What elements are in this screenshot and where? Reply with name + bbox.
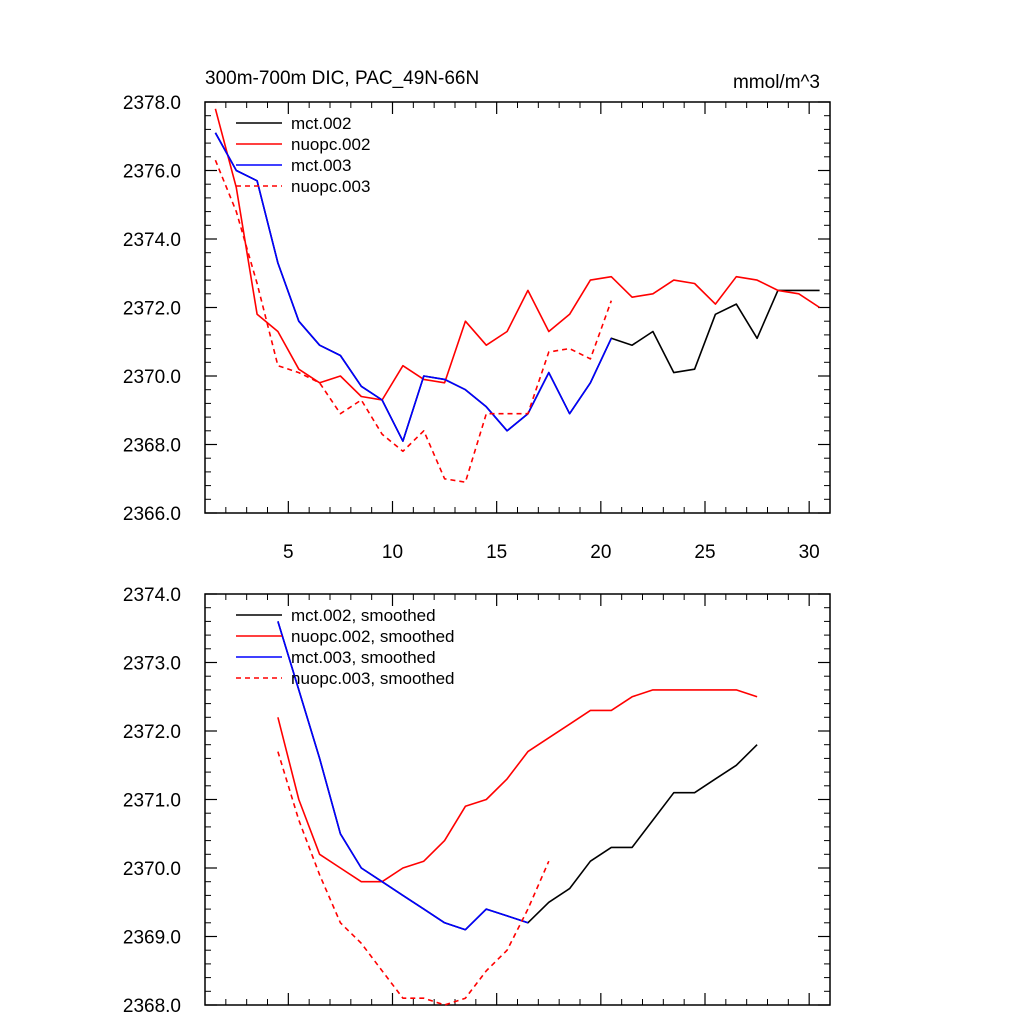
bottom-panel: 2368.0 2369.0 2370.0 2371.0 2372.0 2373.0 2374…	[123, 585, 831, 1017]
bottom-series-line	[277, 751, 550, 1006]
top-legend: mct.002 nuopc.002 mct.003 nuopc.003	[236, 114, 370, 196]
bottom-series-line	[277, 621, 529, 931]
bottom-legend-label: nuopc.002, smoothed	[291, 627, 455, 646]
top-y-tick-label: 2374.0	[123, 230, 181, 251]
bottom-y-tick-label: 2373.0	[123, 654, 181, 675]
bottom-series-line	[277, 621, 758, 931]
bottom-y-tick-label: 2372.0	[123, 722, 181, 743]
bottom-y-tick-label: 2369.0	[123, 928, 181, 949]
top-chart-title: 300m-700m DIC, PAC_49N-66N	[205, 68, 479, 89]
top-legend-label: mct.002	[291, 114, 351, 133]
top-ticks	[204, 101, 831, 514]
bottom-y-tick-label: 2371.0	[123, 791, 181, 812]
top-y-tick-label: 2372.0	[123, 299, 181, 320]
top-chart-units: mmol/m^3	[733, 72, 820, 93]
top-y-tick-label: 2370.0	[123, 367, 181, 388]
top-series-lines	[214, 108, 821, 484]
top-y-tick-label: 2376.0	[123, 162, 181, 183]
top-legend-label: mct.003	[291, 156, 351, 175]
bottom-y-tick-label: 2370.0	[123, 859, 181, 880]
top-y-tick-label: 2366.0	[123, 504, 181, 525]
bottom-legend: mct.002, smoothed nuopc.002, smoothed mct.…	[236, 606, 455, 688]
top-legend-label: nuopc.003	[291, 177, 370, 196]
top-legend-label: nuopc.002	[291, 135, 370, 154]
top-x-tick-label: 10	[382, 542, 403, 563]
bottom-y-tick-labels: 2368.0 2369.0 2370.0 2371.0 2372.0 2373.0 2374…	[123, 585, 181, 1017]
bottom-series-lines	[277, 621, 758, 1006]
top-panel: 300m-700m DIC, PAC_49N-66N mmol/m^3 2366…	[123, 68, 831, 563]
top-x-tick-labels: 5 10 15 20 25 30	[283, 542, 820, 563]
top-y-tick-label: 2368.0	[123, 436, 181, 457]
bottom-y-tick-label: 2368.0	[123, 996, 181, 1017]
bottom-y-tick-label: 2374.0	[123, 585, 181, 606]
top-x-tick-label: 15	[486, 542, 507, 563]
bottom-legend-label: nuopc.003, smoothed	[291, 669, 455, 688]
bottom-legend-label: mct.002, smoothed	[291, 606, 436, 625]
top-x-tick-label: 5	[283, 542, 294, 563]
top-x-tick-label: 25	[694, 542, 715, 563]
top-x-tick-label: 30	[799, 542, 820, 563]
top-series-line	[214, 132, 613, 442]
bottom-legend-label: mct.003, smoothed	[291, 648, 436, 667]
top-series-line	[214, 159, 613, 484]
top-y-tick-label: 2378.0	[123, 93, 181, 114]
top-y-tick-labels: 2366.0 2368.0 2370.0 2372.0 2374.0 2376.0 2378…	[123, 93, 181, 525]
bottom-series-line	[277, 689, 758, 883]
top-x-tick-label: 20	[590, 542, 611, 563]
